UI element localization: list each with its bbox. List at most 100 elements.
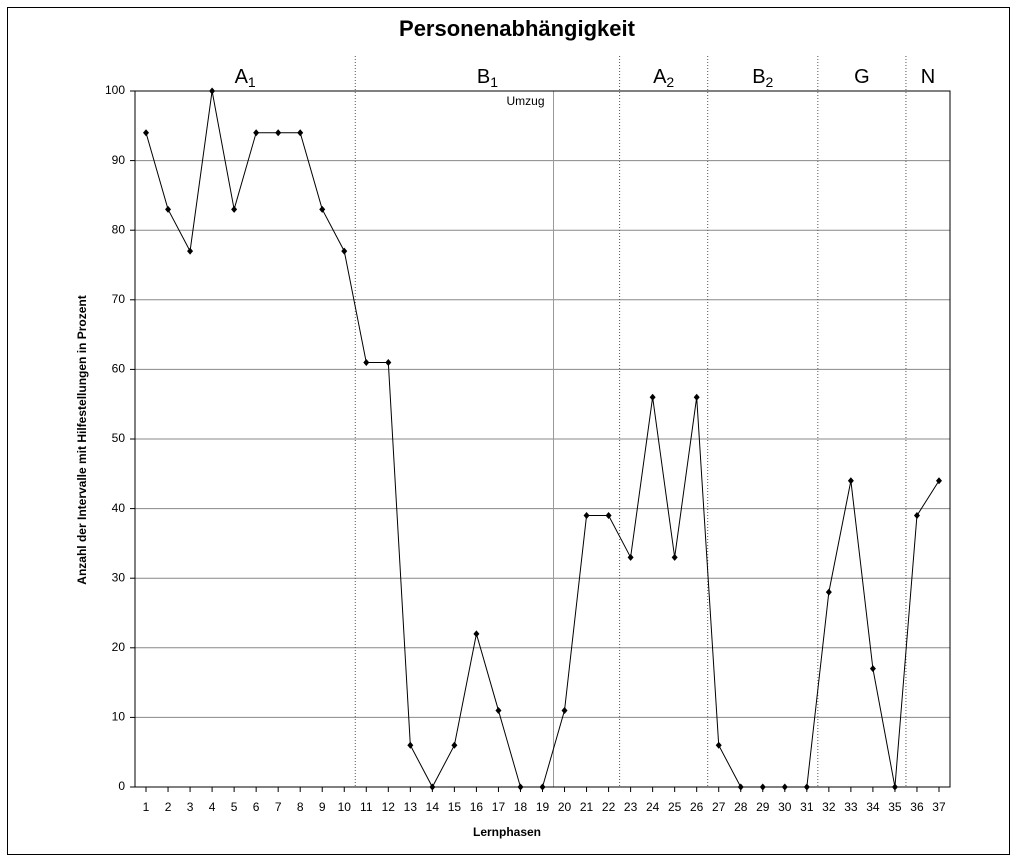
phase-name: A [235, 66, 249, 88]
data-point [341, 247, 348, 255]
chart-title: Personenabhängigkeit [399, 16, 636, 41]
data-point [671, 553, 678, 561]
x-tick-label: 13 [404, 800, 418, 814]
x-tick-label: 35 [888, 800, 902, 814]
data-point [385, 358, 392, 366]
data-point [605, 512, 612, 520]
phase-subscript: 1 [490, 74, 498, 90]
data-point [275, 129, 282, 137]
data-point [781, 783, 788, 791]
x-tick-label: 2 [165, 800, 172, 814]
x-tick-label: 25 [668, 800, 682, 814]
phase-name: G [854, 66, 870, 88]
data-point [319, 205, 326, 213]
y-tick-label: 60 [112, 362, 126, 376]
x-tick-label: 10 [338, 800, 352, 814]
x-tick-label: 3 [187, 800, 194, 814]
x-tick-label: 23 [624, 800, 638, 814]
data-point [407, 741, 414, 749]
phase-label: B1 [477, 66, 498, 89]
x-tick-label: 15 [448, 800, 462, 814]
data-point [913, 512, 920, 520]
x-tick-label: 21 [580, 800, 594, 814]
data-point [451, 741, 458, 749]
x-tick-label: 32 [822, 800, 836, 814]
phase-name: A [653, 66, 667, 88]
x-tick-label: 26 [690, 800, 704, 814]
x-tick-label: 19 [536, 800, 550, 814]
phase-label: N [921, 66, 935, 88]
x-tick-label: 17 [492, 800, 506, 814]
x-tick-label: 29 [756, 800, 770, 814]
y-tick-label: 40 [112, 501, 126, 515]
y-tick-label: 10 [112, 710, 126, 724]
x-tick-label: 7 [275, 800, 282, 814]
y-tick-label: 70 [112, 292, 126, 306]
data-point [583, 512, 590, 520]
data-point [935, 477, 942, 485]
data-point [715, 741, 722, 749]
x-tick-label: 24 [646, 800, 660, 814]
phase-label: G [854, 66, 870, 88]
data-point [517, 783, 524, 791]
phase-subscript: 2 [766, 74, 774, 90]
data-point [297, 129, 304, 137]
x-tick-label: 31 [800, 800, 814, 814]
data-point [891, 783, 898, 791]
x-tick-label: 9 [319, 800, 326, 814]
data-point [209, 87, 216, 95]
x-tick-label: 28 [734, 800, 748, 814]
x-tick-label: 20 [558, 800, 572, 814]
phase-subscript: 2 [666, 74, 674, 90]
x-tick-label: 37 [932, 800, 946, 814]
x-tick-label: 18 [514, 800, 528, 814]
data-point [539, 783, 546, 791]
data-point [363, 358, 370, 366]
x-axis-label: Lernphasen [473, 825, 541, 839]
data-point [737, 783, 744, 791]
data-point [759, 783, 766, 791]
x-tick-label: 30 [778, 800, 792, 814]
x-tick-label: 5 [231, 800, 238, 814]
x-tick-label: 11 [360, 800, 373, 814]
x-tick-label: 36 [910, 800, 924, 814]
phase-label: A2 [653, 66, 674, 89]
x-tick-label: 8 [297, 800, 304, 814]
x-tick-label: 33 [844, 800, 858, 814]
x-tick-label: 27 [712, 800, 726, 814]
data-point [627, 553, 634, 561]
data-point [825, 588, 832, 596]
data-point [187, 247, 194, 255]
x-tick-label: 1 [143, 800, 150, 814]
y-tick-label: 0 [118, 779, 125, 793]
data-point [693, 393, 700, 401]
data-point [649, 393, 656, 401]
annotation: Umzug [507, 94, 545, 108]
phase-subscript: 1 [248, 74, 256, 90]
data-point [231, 205, 238, 213]
data-point [473, 630, 480, 638]
data-point [495, 706, 502, 714]
phase-label: B2 [752, 66, 773, 89]
y-tick-label: 90 [112, 153, 126, 167]
x-tick-label: 4 [209, 800, 216, 814]
data-point [143, 129, 150, 137]
x-tick-label: 6 [253, 800, 260, 814]
phase-name: B [477, 66, 490, 88]
phase-name: N [921, 66, 935, 88]
data-point [869, 665, 876, 673]
x-tick-label: 16 [470, 800, 484, 814]
x-tick-label: 12 [382, 800, 396, 814]
data-point [561, 706, 568, 714]
data-point [847, 477, 854, 485]
y-tick-label: 20 [112, 640, 126, 654]
x-tick-label: 34 [866, 800, 880, 814]
frame [7, 7, 1010, 855]
x-tick-label: 14 [426, 800, 440, 814]
y-tick-label: 100 [105, 83, 125, 97]
phase-label: A1 [235, 66, 256, 89]
y-tick-label: 30 [112, 570, 126, 584]
data-point [429, 783, 436, 791]
data-point [253, 129, 260, 137]
